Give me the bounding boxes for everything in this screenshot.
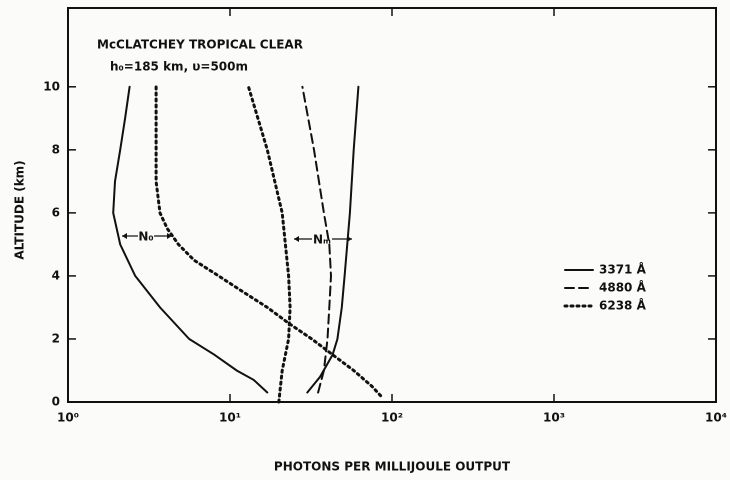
legend-label: 4880 Å — [599, 280, 647, 295]
n0-annotation: N₀ — [122, 230, 172, 244]
annotation: Nₘ — [313, 233, 331, 247]
legend-label: 6238 Å — [599, 298, 647, 313]
y-tick-label: 10 — [43, 79, 60, 93]
chart-title: McCLATCHEY TROPICAL CLEAR — [97, 38, 303, 52]
y-axis-label: ALTITUDE (km) — [13, 160, 27, 259]
series-line — [154, 85, 383, 404]
y-tick-label: 2 — [52, 331, 60, 345]
x-axis-label: PHOTONS PER MILLIJOULE OUTPUT — [274, 460, 511, 474]
x-tick-label: 10² — [381, 411, 403, 425]
y-tick-label: 4 — [52, 268, 60, 282]
y-tick-label: 0 — [52, 395, 60, 409]
annotation: N₀ — [138, 230, 153, 244]
legend-label: 3371 Å — [599, 262, 647, 277]
arrow-head — [294, 236, 299, 242]
x-tick-label: 10⁰ — [57, 411, 79, 425]
nm-annotation: Nₘ — [294, 233, 352, 247]
arrow-head — [167, 233, 172, 239]
arrow-head — [122, 233, 127, 239]
chart-subtitle: h₀=185 km, υ=500m — [110, 60, 248, 74]
series-line — [301, 85, 333, 394]
x-tick-label: 10¹ — [219, 411, 241, 425]
x-tick-label: 10⁴ — [705, 411, 727, 425]
x-tick-label: 10³ — [543, 411, 565, 425]
y-tick-label: 6 — [52, 205, 60, 219]
y-tick-label: 8 — [52, 142, 60, 156]
